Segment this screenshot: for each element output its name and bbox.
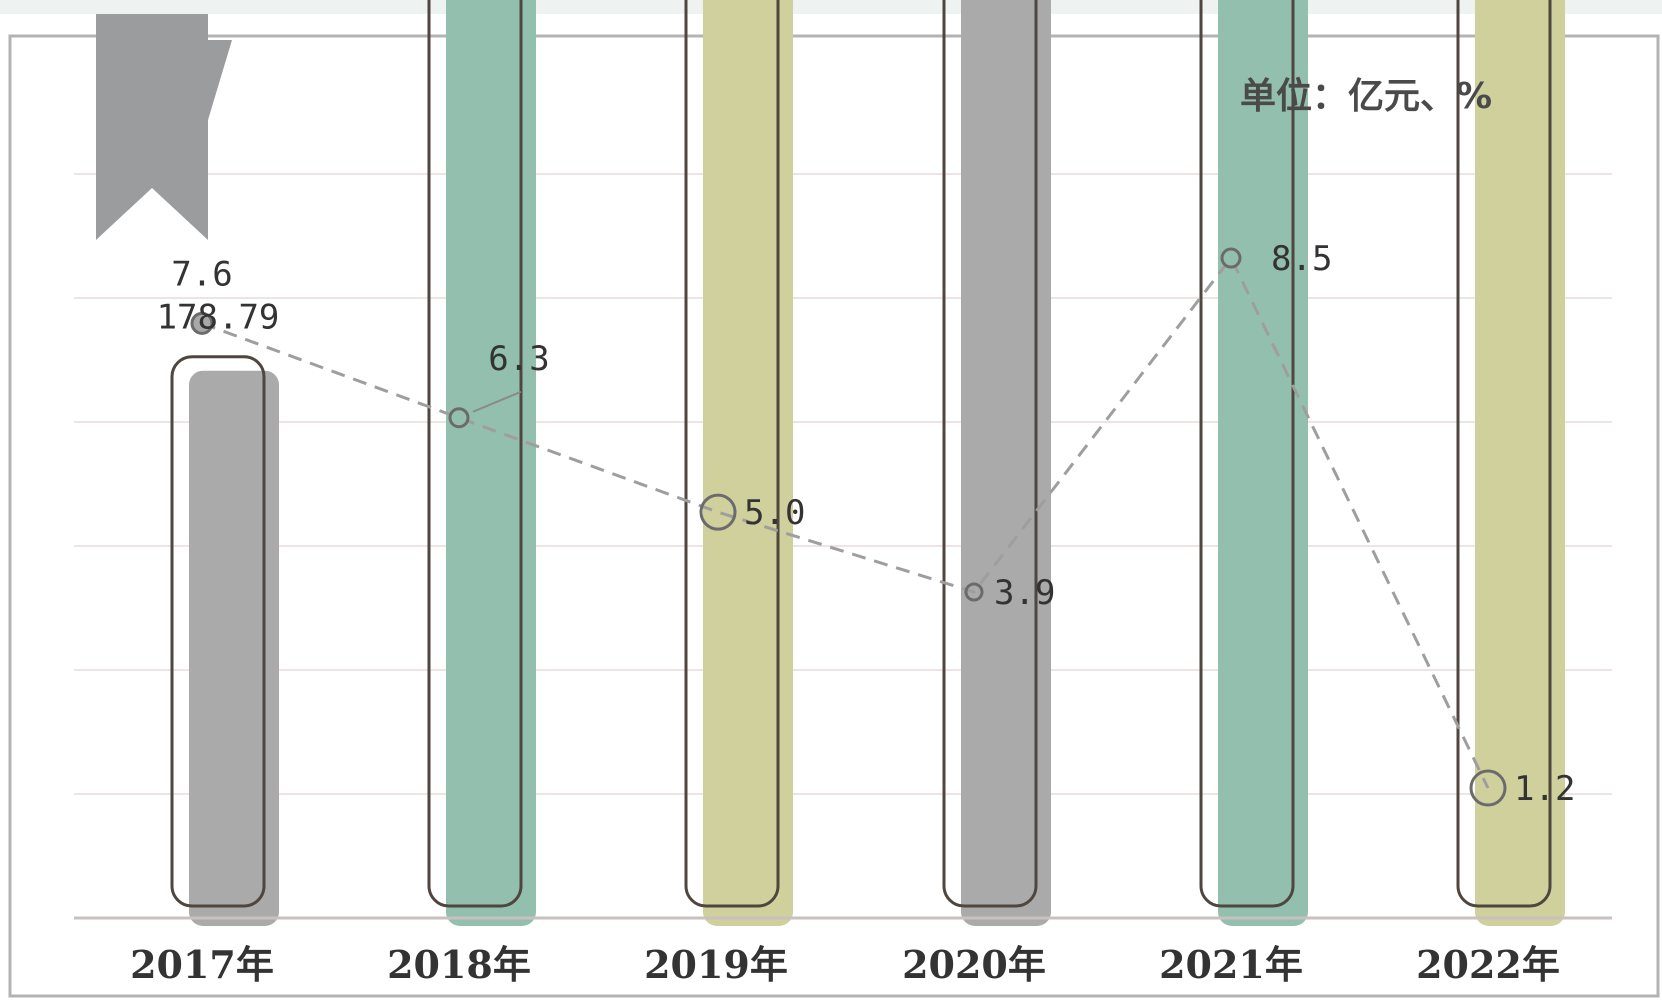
bar-outline	[1199, 0, 1295, 908]
growth-value-label: 6.3	[488, 339, 549, 379]
growth-value-label: 3.9	[994, 573, 1055, 613]
bar	[961, 0, 1051, 926]
category-label: 2021年	[1159, 942, 1303, 987]
growth-marker	[190, 311, 214, 335]
chart-frame	[8, 34, 1660, 998]
bar-outline	[1456, 0, 1552, 908]
growth-marker	[1469, 769, 1507, 807]
bar-outline	[684, 0, 780, 908]
bar-value-label: 178.79	[157, 298, 280, 338]
bar-outline	[170, 355, 266, 908]
bar	[1475, 0, 1565, 926]
growth-marker	[699, 493, 737, 531]
category-label: 2019年	[644, 942, 788, 987]
bar	[446, 0, 536, 926]
bar-outline	[942, 0, 1038, 908]
data-labels: 178.79197.90193.32200.65239.61254.967.66…	[157, 239, 1576, 809]
x-axis: 2017年 2018年 2019年 2020年 2021年 2022年	[74, 916, 1612, 987]
label-leader-line	[472, 390, 522, 413]
growth-line-path	[201, 255, 1490, 789]
growth-marker	[964, 582, 984, 602]
bar	[703, 0, 793, 926]
bookmark-ribbon	[96, 14, 232, 240]
bar	[189, 370, 279, 926]
growth-line	[190, 247, 1507, 807]
growth-value-label: 5.0	[744, 493, 805, 533]
bar	[1218, 0, 1308, 926]
category-label: 2017年	[130, 942, 274, 987]
growth-marker	[448, 407, 470, 429]
growth-value-label: 8.5	[1271, 239, 1332, 279]
unit-label: 单位：亿元、%	[1240, 76, 1492, 117]
growth-value-label: 1.2	[1514, 769, 1575, 809]
category-label: 2022年	[1416, 942, 1560, 987]
growth-marker	[1220, 247, 1242, 269]
category-label: 2018年	[387, 942, 531, 987]
bars	[170, 0, 1565, 926]
growth-value-label: 7.6	[171, 254, 232, 294]
bar-outline	[427, 0, 523, 908]
category-label: 2020年	[902, 942, 1046, 987]
